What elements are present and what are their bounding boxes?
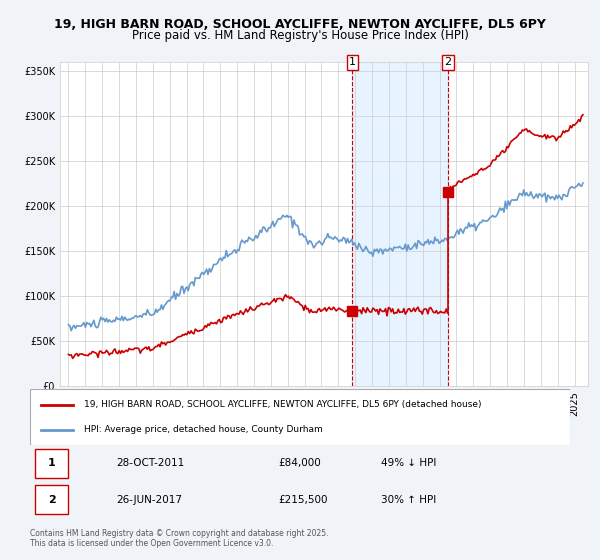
- Text: 1: 1: [349, 58, 356, 67]
- Text: £84,000: £84,000: [278, 459, 321, 468]
- Text: £215,500: £215,500: [278, 495, 328, 505]
- Text: 2: 2: [444, 58, 451, 67]
- Text: 28-OCT-2011: 28-OCT-2011: [116, 459, 185, 468]
- FancyBboxPatch shape: [35, 485, 68, 514]
- Text: 19, HIGH BARN ROAD, SCHOOL AYCLIFFE, NEWTON AYCLIFFE, DL5 6PY: 19, HIGH BARN ROAD, SCHOOL AYCLIFFE, NEW…: [54, 17, 546, 31]
- Text: 49% ↓ HPI: 49% ↓ HPI: [381, 459, 436, 468]
- Bar: [352, 62, 448, 386]
- Text: Contains HM Land Registry data © Crown copyright and database right 2025.
This d: Contains HM Land Registry data © Crown c…: [30, 529, 329, 548]
- Text: 30% ↑ HPI: 30% ↑ HPI: [381, 495, 436, 505]
- Text: 19, HIGH BARN ROAD, SCHOOL AYCLIFFE, NEWTON AYCLIFFE, DL5 6PY (detached house): 19, HIGH BARN ROAD, SCHOOL AYCLIFFE, NEW…: [84, 400, 482, 409]
- FancyBboxPatch shape: [30, 389, 570, 445]
- Text: HPI: Average price, detached house, County Durham: HPI: Average price, detached house, Coun…: [84, 425, 323, 434]
- Text: 26-JUN-2017: 26-JUN-2017: [116, 495, 182, 505]
- FancyBboxPatch shape: [35, 449, 68, 478]
- Text: 2: 2: [48, 495, 55, 505]
- Text: Price paid vs. HM Land Registry's House Price Index (HPI): Price paid vs. HM Land Registry's House …: [131, 29, 469, 42]
- Text: 1: 1: [48, 459, 55, 468]
